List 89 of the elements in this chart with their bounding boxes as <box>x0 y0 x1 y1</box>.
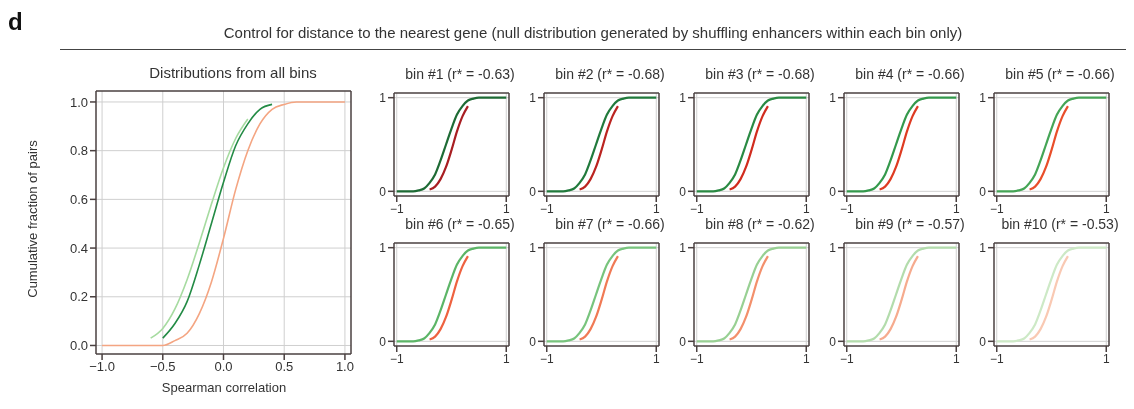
chart-title: bin #3 (r* = -0.68) <box>704 66 816 84</box>
y-tick-label: 0 <box>379 334 387 349</box>
y-tick-label: 1 <box>379 240 387 255</box>
y-tick-label: 0.2 <box>69 289 88 305</box>
line-series <box>1028 105 1070 191</box>
chart-title: bin #7 (r* = -0.66) <box>554 216 666 234</box>
chart-title: bin #9 (r* = -0.57) <box>854 216 966 234</box>
y-tick-label: 1 <box>979 90 987 105</box>
x-tick-label: 1 <box>802 351 810 366</box>
line-series <box>728 105 770 191</box>
line-series <box>149 118 249 339</box>
y-tick-label: 0 <box>529 184 537 199</box>
line-series <box>578 105 620 191</box>
x-tick-label: 0.0 <box>214 359 233 375</box>
y-tick-label: 0 <box>679 334 687 349</box>
x-tick-label: −1 <box>389 351 404 366</box>
x-tick-label: −1 <box>839 351 854 366</box>
line-series <box>428 105 470 191</box>
y-tick-label: 0 <box>379 184 387 199</box>
x-tick-label: 1 <box>1102 201 1110 216</box>
line-series <box>995 246 1108 343</box>
chart-title: bin #10 (r* = -0.53) <box>1000 216 1120 234</box>
y-tick-label: 1 <box>829 240 837 255</box>
x-tick-label: 1 <box>1102 351 1110 366</box>
y-tick-label: 0 <box>679 184 687 199</box>
x-tick-label: 1.0 <box>335 359 354 375</box>
line-series <box>728 255 770 341</box>
chart-title: bin #1 (r* = -0.63) <box>404 66 516 84</box>
line-series <box>101 101 346 347</box>
x-tick-label: −0.5 <box>149 359 176 375</box>
y-tick-label: 1.0 <box>69 94 88 110</box>
y-tick-label: 0.0 <box>69 338 88 354</box>
x-tick-label: 0.5 <box>275 359 294 375</box>
line-series <box>395 246 508 343</box>
y-tick-label: 0 <box>979 334 987 349</box>
chart-title: bin #6 (r* = -0.65) <box>404 216 516 234</box>
y-tick-label: 0 <box>979 184 987 199</box>
line-series <box>695 96 808 193</box>
y-tick-label: 0.6 <box>69 191 88 207</box>
y-tick-label: 1 <box>529 90 537 105</box>
x-tick-label: 1 <box>652 201 660 216</box>
x-axis-title: Spearman correlation <box>160 380 288 395</box>
line-series <box>1028 255 1070 341</box>
x-tick-label: −1 <box>689 201 704 216</box>
y-tick-label: 0 <box>529 334 537 349</box>
line-series <box>695 246 808 343</box>
line-series <box>878 105 920 191</box>
line-series <box>428 255 470 341</box>
y-tick-label: 0.4 <box>69 240 88 256</box>
y-tick-label: 1 <box>379 90 387 105</box>
y-tick-label: 1 <box>829 90 837 105</box>
y-tick-label: 1 <box>679 90 687 105</box>
line-series <box>545 96 658 193</box>
text: d <box>8 8 23 36</box>
y-tick-label: 1 <box>679 240 687 255</box>
x-tick-label: 1 <box>952 201 960 216</box>
chart-title: bin #2 (r* = -0.68) <box>554 66 666 84</box>
line-series <box>845 96 958 193</box>
x-tick-label: 1 <box>952 351 960 366</box>
x-tick-label: −1 <box>389 201 404 216</box>
chart-title: bin #5 (r* = -0.66) <box>1004 66 1116 84</box>
chart-title: bin #4 (r* = -0.66) <box>854 66 966 84</box>
x-tick-label: −1 <box>539 201 554 216</box>
x-tick-label: −1 <box>989 201 1004 216</box>
y-tick-label: 0 <box>829 184 837 199</box>
chart-title: Distributions from all bins <box>148 64 318 83</box>
chart-title: bin #8 (r* = -0.62) <box>704 216 816 234</box>
x-tick-label: 1 <box>502 351 510 366</box>
line-series <box>578 255 620 341</box>
y-tick-label: 1 <box>529 240 537 255</box>
x-tick-label: −1.0 <box>89 359 115 375</box>
line-series <box>545 246 658 343</box>
x-tick-label: 1 <box>652 351 660 366</box>
y-tick-label: 0 <box>829 334 837 349</box>
x-tick-label: −1 <box>539 351 554 366</box>
x-tick-label: 1 <box>502 201 510 216</box>
line-series <box>995 96 1108 193</box>
x-tick-label: 1 <box>802 201 810 216</box>
y-axis-title: Cumulative fraction of pairs <box>24 140 40 298</box>
line-series <box>395 96 508 193</box>
x-tick-label: −1 <box>989 351 1004 366</box>
y-tick-label: 1 <box>979 240 987 255</box>
line-series <box>878 255 920 341</box>
y-tick-label: 0.8 <box>69 143 88 159</box>
line-series <box>845 246 958 343</box>
x-tick-label: −1 <box>689 351 704 366</box>
text: Control for distance to the nearest gene (null distribution generated by shuffling enhancers within each bin only) <box>222 24 964 41</box>
x-tick-label: −1 <box>839 201 854 216</box>
line-series <box>161 103 273 339</box>
